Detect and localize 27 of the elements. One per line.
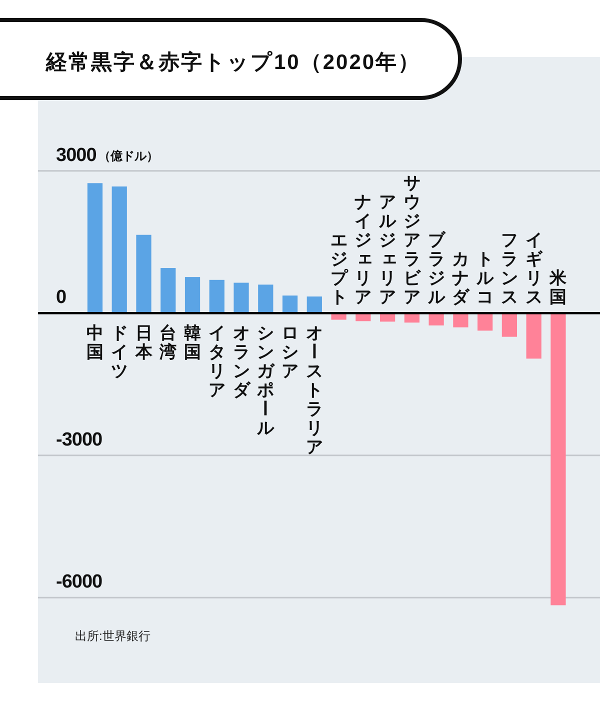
category: サウジアラビア (403, 174, 420, 307)
ytick: 0 (56, 287, 66, 308)
ytick: 3000 (56, 144, 96, 166)
category: ナイジェリア (354, 192, 374, 307)
category: イギリス (525, 230, 542, 307)
category: トルコ (476, 250, 494, 307)
category: シンガポール (255, 324, 274, 438)
category: アルジェリア (379, 192, 398, 307)
category: 韓国 (184, 324, 201, 362)
category: オーストラリア (304, 324, 323, 457)
title: 経常黒字＆赤字トップ10（2020年） (46, 51, 421, 74)
ytick: -6000 (56, 572, 102, 593)
ytick: -3000 (56, 429, 102, 450)
category: エジプト (330, 230, 348, 307)
category: ロシア (282, 324, 299, 381)
category: 日本 (135, 324, 152, 362)
category: カナダ (452, 250, 470, 307)
category: フランス (500, 230, 518, 307)
category: 中国 (86, 324, 104, 362)
category: オランダ (232, 324, 250, 400)
annotation: 出所:世界銀行 (75, 629, 150, 643)
ylabel: （億ドル） (98, 148, 158, 163)
category: ドイツ (110, 324, 128, 381)
category: イタリア (208, 324, 226, 400)
category: ブラジル (428, 230, 445, 307)
category: 米国 (550, 268, 567, 307)
category: 台湾 (160, 324, 177, 362)
